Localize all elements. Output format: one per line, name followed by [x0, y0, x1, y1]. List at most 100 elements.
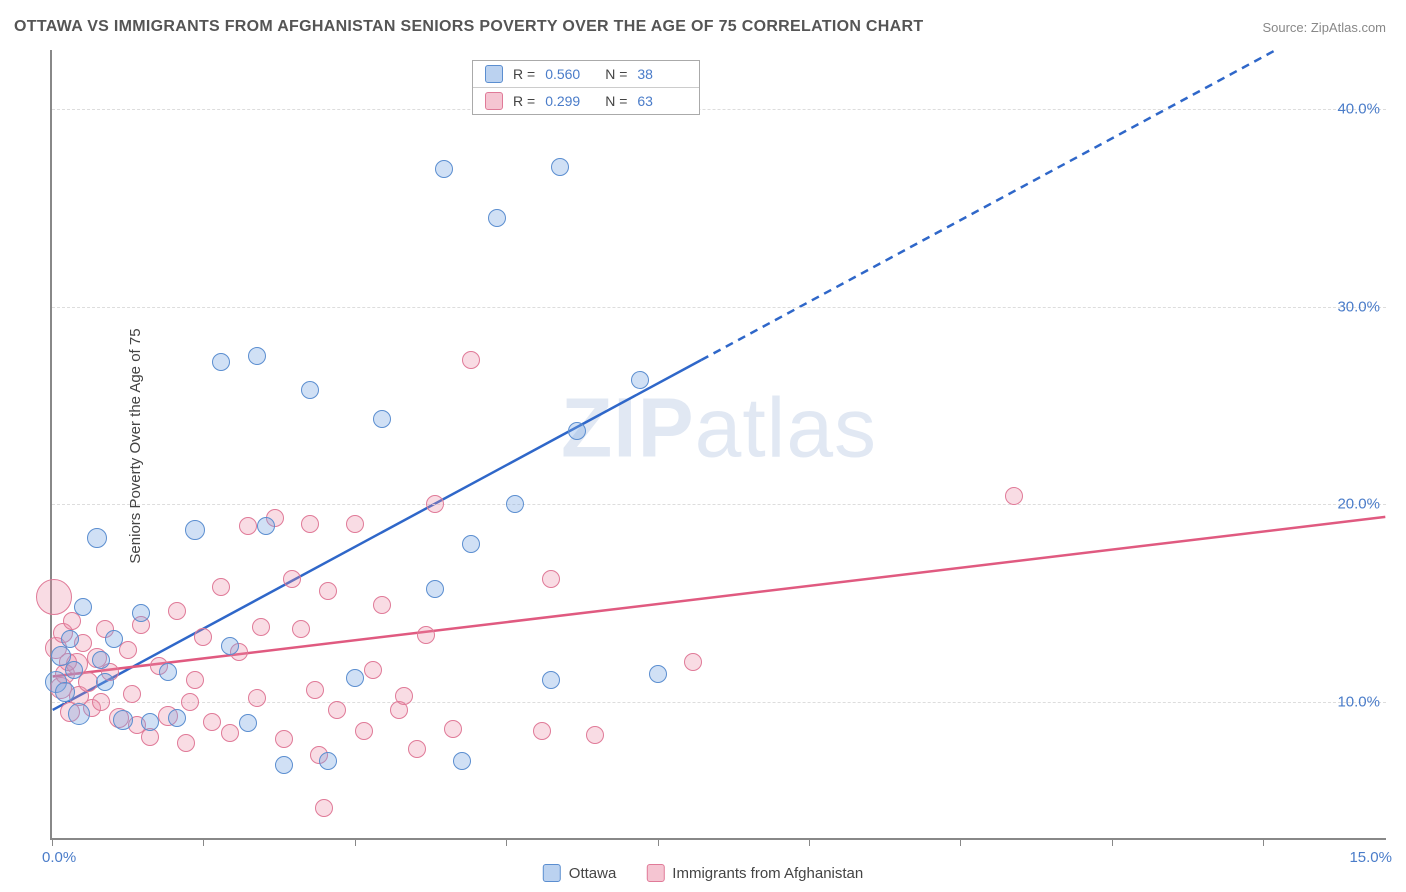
x-tick-mark: [506, 838, 507, 846]
data-point: [417, 626, 435, 644]
legend-swatch: [485, 65, 503, 83]
data-point: [649, 665, 667, 683]
data-point: [212, 578, 230, 596]
data-point: [132, 604, 150, 622]
data-point: [212, 353, 230, 371]
y-tick-label: 30.0%: [1337, 298, 1380, 315]
data-point: [275, 756, 293, 774]
data-point: [395, 687, 413, 705]
data-point: [113, 710, 133, 730]
legend-n-label: N =: [605, 93, 627, 109]
legend-row: R =0.560N =38: [473, 61, 699, 87]
watermark-light: atlas: [695, 381, 877, 475]
data-point: [328, 701, 346, 719]
data-point: [221, 637, 239, 655]
data-point: [292, 620, 310, 638]
data-point: [355, 722, 373, 740]
legend-r-value: 0.299: [545, 93, 595, 109]
legend-swatch: [646, 864, 664, 882]
y-tick-label: 20.0%: [1337, 496, 1380, 513]
x-tick-label-max: 15.0%: [1349, 849, 1392, 866]
x-tick-mark: [809, 838, 810, 846]
correlation-chart: OTTAWA VS IMMIGRANTS FROM AFGHANISTAN SE…: [0, 0, 1406, 892]
legend-r-label: R =: [513, 93, 535, 109]
data-point: [1005, 487, 1023, 505]
data-point: [159, 663, 177, 681]
data-point: [346, 669, 364, 687]
data-point: [239, 714, 257, 732]
y-tick-label: 10.0%: [1337, 693, 1380, 710]
x-tick-mark: [960, 838, 961, 846]
data-point: [87, 528, 107, 548]
data-point: [257, 517, 275, 535]
x-tick-mark: [355, 838, 356, 846]
y-tick-label: 40.0%: [1337, 101, 1380, 118]
data-point: [426, 495, 444, 513]
data-point: [542, 570, 560, 588]
data-point: [203, 713, 221, 731]
data-point: [319, 582, 337, 600]
data-point: [168, 709, 186, 727]
legend-label: Ottawa: [569, 865, 617, 882]
data-point: [181, 693, 199, 711]
legend-n-label: N =: [605, 66, 627, 82]
legend-r-label: R =: [513, 66, 535, 82]
data-point: [252, 618, 270, 636]
data-point: [444, 720, 462, 738]
data-point: [92, 651, 110, 669]
chart-title: OTTAWA VS IMMIGRANTS FROM AFGHANISTAN SE…: [14, 18, 923, 36]
data-point: [426, 580, 444, 598]
data-point: [542, 671, 560, 689]
data-point: [346, 515, 364, 533]
data-point: [177, 734, 195, 752]
data-point: [301, 381, 319, 399]
legend-bottom: Ottawa Immigrants from Afghanistan: [543, 864, 863, 882]
data-point: [301, 515, 319, 533]
data-point: [92, 693, 110, 711]
x-tick-label-min: 0.0%: [42, 849, 76, 866]
data-point: [186, 671, 204, 689]
data-point: [373, 410, 391, 428]
legend-row: R = 0.299 N = 63: [473, 87, 699, 114]
data-point: [488, 209, 506, 227]
data-point: [74, 598, 92, 616]
data-point: [435, 160, 453, 178]
data-point: [194, 628, 212, 646]
legend-item: Ottawa: [543, 864, 617, 882]
data-point: [631, 371, 649, 389]
data-point: [248, 347, 266, 365]
data-point: [364, 661, 382, 679]
data-point: [141, 713, 159, 731]
x-tick-mark: [1263, 838, 1264, 846]
watermark: ZIPatlas: [561, 380, 877, 477]
legend-swatch: [485, 92, 503, 110]
data-point: [275, 730, 293, 748]
data-point: [96, 673, 114, 691]
legend-n-value: 63: [637, 93, 687, 109]
data-point: [36, 579, 72, 615]
data-point: [319, 752, 337, 770]
data-point: [306, 681, 324, 699]
x-tick-mark: [658, 838, 659, 846]
legend-swatch: [543, 864, 561, 882]
data-point: [462, 535, 480, 553]
x-tick-mark: [1112, 838, 1113, 846]
data-point: [568, 422, 586, 440]
data-point: [462, 351, 480, 369]
legend-n-value: 38: [637, 66, 687, 82]
legend-label: Immigrants from Afghanistan: [672, 865, 863, 882]
data-point: [315, 799, 333, 817]
data-point: [105, 630, 123, 648]
data-point: [123, 685, 141, 703]
data-point: [55, 682, 75, 702]
data-point: [221, 724, 239, 742]
data-point: [408, 740, 426, 758]
plot-area: ZIPatlas 10.0%20.0%30.0%40.0%0.0%15.0%R …: [50, 50, 1386, 840]
data-point: [239, 517, 257, 535]
x-tick-mark: [52, 838, 53, 846]
data-point: [61, 630, 79, 648]
data-point: [168, 602, 186, 620]
data-point: [551, 158, 569, 176]
data-point: [248, 689, 266, 707]
data-point: [533, 722, 551, 740]
